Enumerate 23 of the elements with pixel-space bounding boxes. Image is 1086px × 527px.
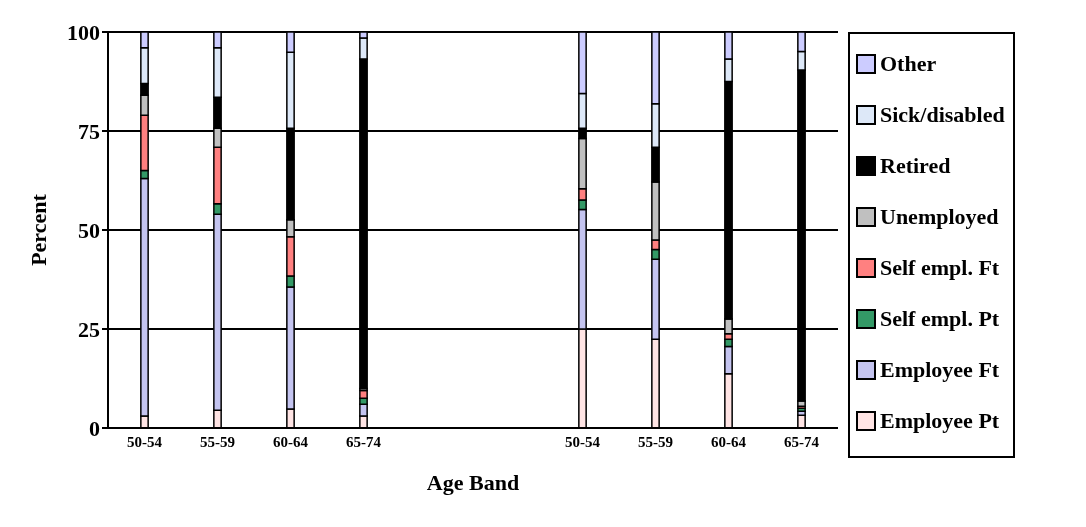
legend-label: Self empl. Ft (880, 254, 1000, 281)
x-tick-label: 55-59 (638, 433, 673, 450)
legend-label: Unemployed (880, 203, 999, 230)
legend-label: Sick/disabled (880, 101, 1005, 128)
legend-label: Retired (880, 152, 951, 179)
x-tick-label: 65-74 (784, 433, 820, 450)
y-axis-title: Percent (25, 193, 51, 266)
x-tick-label: 60-64 (273, 433, 309, 450)
y-tick-label: 50 (78, 217, 100, 243)
y-tick-label: 100 (67, 19, 100, 45)
x-tick-label: 55-59 (200, 433, 235, 450)
x-tick-label: 50-54 (565, 433, 601, 450)
y-tick-label: 25 (78, 316, 100, 342)
x-tick-label: 50-54 (127, 433, 163, 450)
y-tick-label: 0 (89, 415, 100, 441)
y-tick-label: 75 (78, 118, 100, 144)
legend-label: Employee Ft (880, 356, 1000, 383)
legend-label: Self empl. Pt (880, 305, 1000, 332)
legend-label: Employee Pt (880, 407, 1000, 434)
x-tick-label: 65-74 (346, 433, 382, 450)
x-tick-label: 60-64 (711, 433, 747, 450)
x-axis-title: Age Band (426, 470, 520, 495)
legend-label: Other (880, 50, 937, 77)
